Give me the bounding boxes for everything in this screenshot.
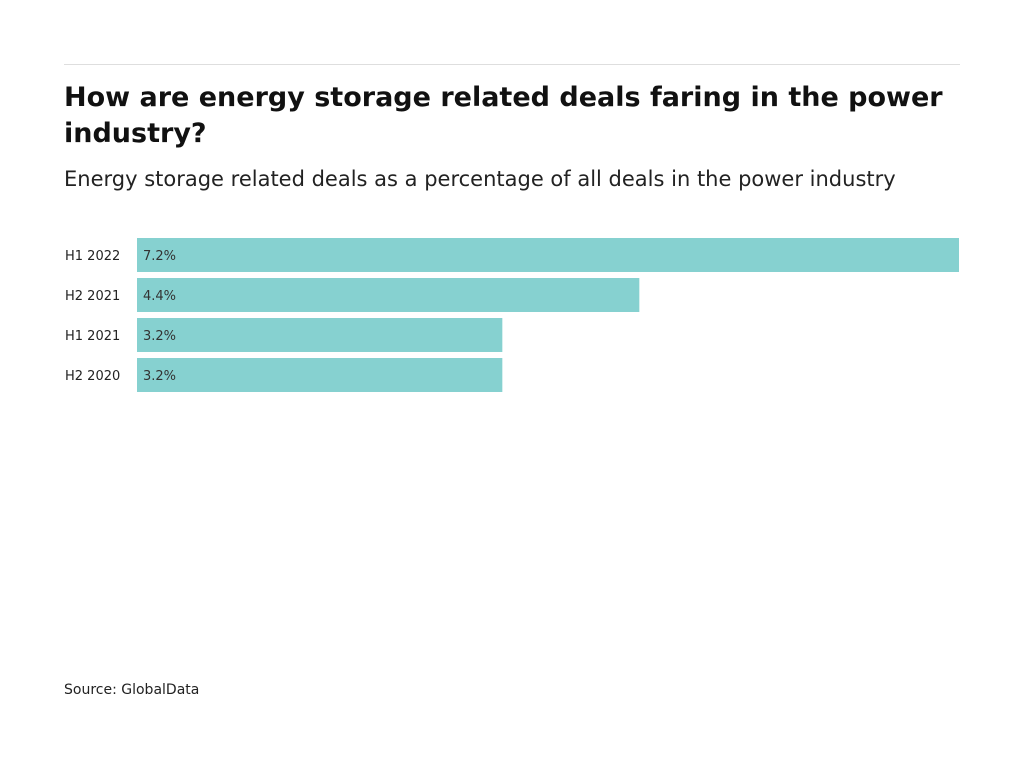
category-label: H2 2020 (65, 369, 120, 384)
category-label: H1 2022 (65, 249, 120, 264)
top-divider (64, 64, 960, 65)
value-label: 7.2% (143, 249, 176, 264)
bar-h2-2021 (137, 278, 640, 312)
bar-h2-2020 (137, 358, 503, 392)
chart-title: How are energy storage related deals far… (64, 82, 943, 149)
source-note: Source: GlobalData (64, 682, 200, 698)
bar-h1-2021 (137, 318, 503, 352)
category-label: H1 2021 (65, 329, 120, 344)
bar-h1-2022 (137, 238, 959, 272)
value-label: 3.2% (143, 329, 176, 344)
category-label: H2 2021 (65, 289, 120, 304)
value-label: 4.4% (143, 289, 176, 304)
chart-subtitle: Energy storage related deals as a percen… (64, 167, 896, 191)
value-label: 3.2% (143, 369, 176, 384)
